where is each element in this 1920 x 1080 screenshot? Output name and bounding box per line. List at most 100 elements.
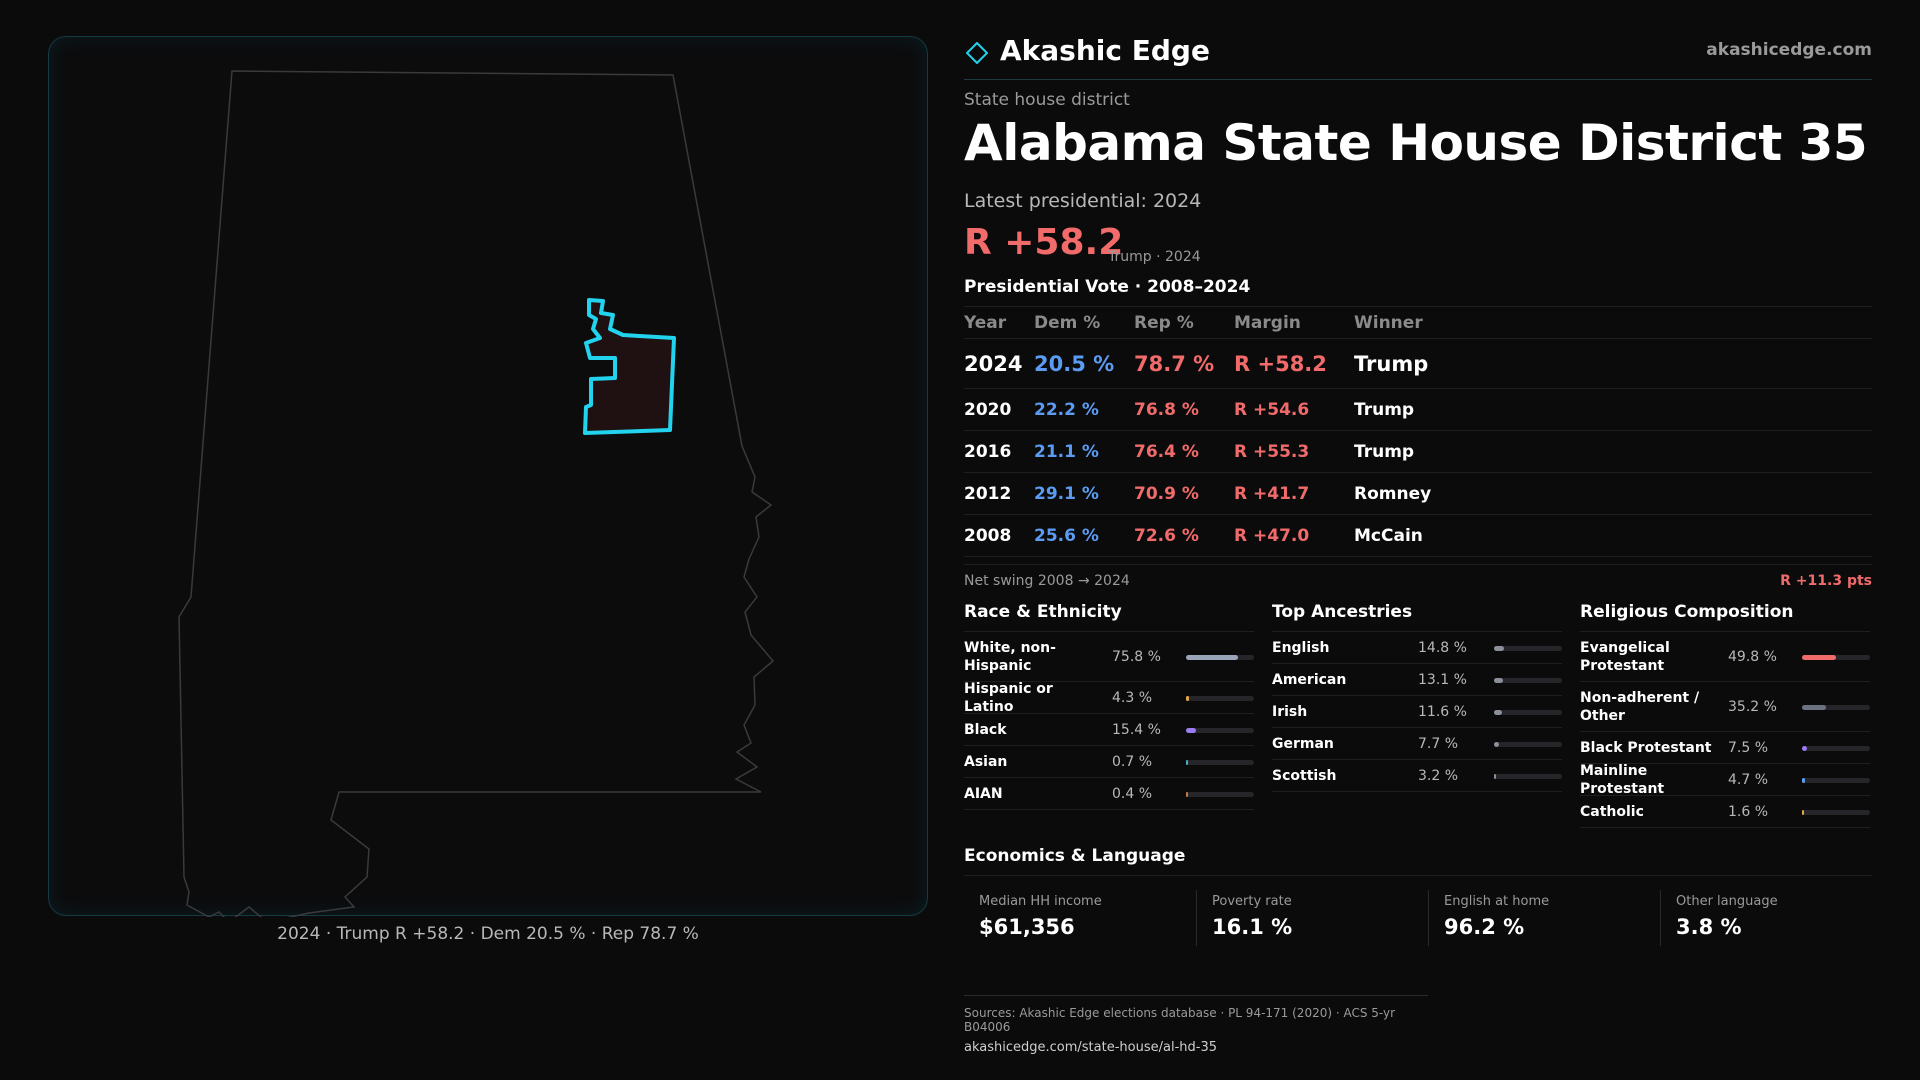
share-bar-fill [1802, 654, 1836, 660]
cell-rep: 72.6 % [1134, 525, 1199, 546]
share-bar [1186, 759, 1254, 765]
econ-stat: Poverty rate 16.1 % [1196, 890, 1406, 946]
net-swing-label: Net swing 2008 → 2024 [964, 573, 1130, 589]
sources-url-link[interactable]: akashicedge.com/state-house/al-hd-35 [964, 1040, 1217, 1055]
econ-value: 96.2 % [1444, 915, 1525, 939]
list-item: Scottish 3.2 % [1272, 760, 1562, 792]
share-bar [1494, 741, 1562, 747]
net-swing-row: Net swing 2008 → 2024 R +11.3 pts [964, 564, 1872, 592]
item-value: 0.4 % [1112, 785, 1153, 802]
cell-winner: Trump [1354, 441, 1415, 462]
col-header-winner: Winner [1354, 312, 1423, 333]
table-row: 2012 29.1 % 70.9 % R +41.7 Romney [964, 473, 1872, 515]
item-value: 15.4 % [1112, 721, 1161, 738]
cell-dem: 25.6 % [1034, 525, 1099, 546]
section-title: Race & Ethnicity [964, 602, 1254, 632]
share-bar-fill [1186, 695, 1189, 701]
share-bar [1186, 654, 1254, 660]
item-value: 14.8 % [1418, 639, 1467, 656]
share-bar [1494, 677, 1562, 683]
item-value: 35.2 % [1728, 698, 1777, 715]
econ-stat: Median HH income $61,356 [964, 890, 1174, 946]
list-item: American 13.1 % [1272, 664, 1562, 696]
share-bar [1186, 791, 1254, 797]
item-value: 4.7 % [1728, 771, 1769, 788]
share-bar [1802, 654, 1870, 660]
district-shape[interactable] [583, 298, 676, 435]
section-title: Top Ancestries [1272, 602, 1562, 632]
list-item: Hispanic or Latino 4.3 % [964, 681, 1254, 715]
list-item: White, non-Hispanic 75.8 % [964, 632, 1254, 682]
section-title: Religious Composition [1580, 602, 1870, 632]
item-label: Irish [1272, 703, 1308, 720]
col-header-margin: Margin [1234, 312, 1301, 333]
brand-name: Akashic Edge [1000, 34, 1210, 67]
cell-year: 2020 [964, 399, 1012, 420]
cell-year: 2008 [964, 525, 1012, 546]
share-bar [1494, 773, 1562, 779]
share-bar-fill [1802, 777, 1805, 783]
cell-rep: 76.4 % [1134, 441, 1199, 462]
cell-year: 2016 [964, 441, 1012, 462]
race-section: Race & Ethnicity White, non-Hispanic 75.… [964, 602, 1254, 810]
share-bar-fill [1494, 709, 1502, 715]
cell-margin: R +58.2 [1234, 351, 1327, 376]
cell-year: 2024 [964, 351, 1023, 376]
state-map [178, 70, 775, 917]
share-bar-fill [1494, 773, 1496, 779]
table-row: 2020 22.2 % 76.8 % R +54.6 Trump [964, 389, 1872, 431]
share-bar [1802, 704, 1870, 710]
share-bar-fill [1186, 791, 1188, 797]
share-bar [1802, 777, 1870, 783]
item-value: 3.2 % [1418, 767, 1459, 784]
econ-stat: English at home 96.2 % [1428, 890, 1638, 946]
sources-footer: Sources: Akashic Edge elections database… [964, 995, 1428, 1055]
econ-label: English at home [1444, 894, 1550, 909]
list-item: Black 15.4 % [964, 714, 1254, 746]
cell-rep: 70.9 % [1134, 483, 1199, 504]
map-panel[interactable] [48, 36, 928, 917]
brand-url-link[interactable]: akashicedge.com [1706, 40, 1872, 60]
page-kicker: State house district [964, 90, 1130, 110]
list-item: Catholic 1.6 % [1580, 796, 1870, 828]
brand-header: Akashic Edge akashicedge.com [964, 30, 1872, 80]
latest-presidential-label: Latest presidential: 2024 [964, 190, 1202, 212]
share-bar-fill [1802, 745, 1807, 751]
economics-title: Economics & Language [964, 846, 1872, 876]
share-bar-fill [1186, 654, 1238, 660]
item-value: 1.6 % [1728, 803, 1769, 820]
share-bar-fill [1494, 645, 1504, 651]
share-bar-fill [1186, 759, 1188, 765]
cell-margin: R +54.6 [1234, 399, 1310, 420]
share-bar-fill [1802, 809, 1804, 815]
vote-table-title: Presidential Vote · 2008–2024 [964, 277, 1251, 297]
item-value: 4.3 % [1112, 689, 1153, 706]
econ-stat: Other language 3.8 % [1660, 890, 1870, 946]
headline-margin: R +58.2 [964, 222, 1124, 263]
share-bar [1802, 809, 1870, 815]
item-value: 11.6 % [1418, 703, 1467, 720]
share-bar-fill [1494, 741, 1499, 747]
col-header-rep: Rep % [1134, 312, 1194, 333]
share-bar [1802, 745, 1870, 751]
share-bar-fill [1802, 704, 1826, 710]
share-bar [1494, 645, 1562, 651]
share-bar [1186, 727, 1254, 733]
share-bar [1494, 709, 1562, 715]
item-label: German [1272, 735, 1334, 752]
item-value: 7.5 % [1728, 739, 1769, 756]
cell-year: 2012 [964, 483, 1012, 504]
cell-dem: 21.1 % [1034, 441, 1099, 462]
list-item: Evangelical Protestant 49.8 % [1580, 632, 1870, 682]
item-label: Black Protestant [1580, 739, 1712, 756]
cell-rep: 78.7 % [1134, 351, 1215, 376]
map-caption: 2024 · Trump R +58.2 · Dem 20.5 % · Rep … [277, 924, 699, 944]
list-item: Mainline Protestant 4.7 % [1580, 763, 1870, 797]
headline-margin-sub: Trump · 2024 [1108, 249, 1201, 265]
table-header-row: Year Dem % Rep % Margin Winner [964, 307, 1872, 339]
state-outline [178, 70, 775, 917]
item-label: White, non-Hispanic [964, 639, 1056, 674]
econ-value: 3.8 % [1676, 915, 1742, 939]
item-value: 13.1 % [1418, 671, 1467, 688]
item-label: AIAN [964, 785, 1003, 802]
